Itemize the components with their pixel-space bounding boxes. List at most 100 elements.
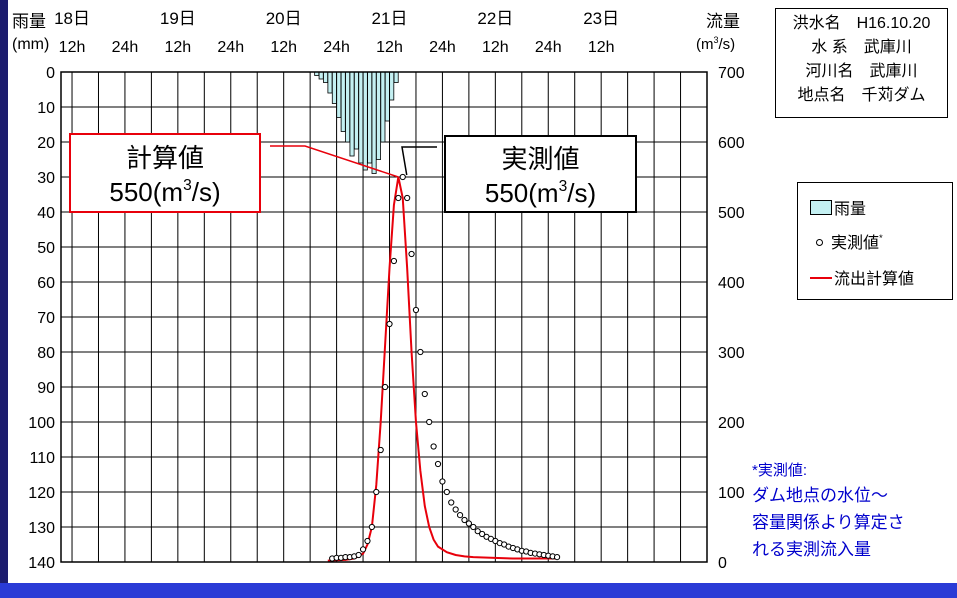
flow-tick-label: 400 <box>718 275 745 292</box>
observed-point <box>421 390 428 398</box>
info-box: 洪水名 H16.10.20 水 系 武庫川 河川名 武庫川 地点名 千苅ダム <box>775 8 948 118</box>
right-axis-unit: (m3/s) <box>696 34 736 53</box>
rain-tick-label: 120 <box>28 485 55 502</box>
day-label: 18日 <box>54 9 90 28</box>
rain-tick-label: 30 <box>37 170 55 187</box>
rain-bar <box>375 71 381 160</box>
hour-label: 12h <box>270 39 297 56</box>
observed-point <box>390 257 398 265</box>
observed-point <box>430 443 437 450</box>
rain-bar <box>318 71 324 80</box>
rain-tick-label: 50 <box>37 240 55 257</box>
legend-item-calc: 流出計算値 <box>810 265 914 289</box>
observed-point <box>456 512 464 519</box>
legend-calc-line <box>810 277 832 279</box>
hour-label: 24h <box>535 39 562 56</box>
left-edge-bar <box>0 0 8 598</box>
observed-point <box>412 306 420 314</box>
observed-point <box>452 506 459 513</box>
observed-point <box>470 523 477 531</box>
observed-point <box>448 499 455 506</box>
info-river-system: 水 系 武庫川 <box>811 39 912 56</box>
callout-obs: 実測値 550(m3/s) <box>444 135 637 213</box>
observed-point <box>474 528 481 535</box>
legend-observed-label: 実測値 <box>831 235 880 252</box>
info-site-name: 地点名 千苅ダム <box>797 87 926 104</box>
day-label: 22日 <box>477 9 513 28</box>
info-flood-name: 洪水名 H16.10.20 <box>792 15 931 32</box>
flow-tick-label: 500 <box>718 205 745 222</box>
legend-rain-label: 雨量 <box>834 201 867 218</box>
hour-label: 12h <box>59 39 86 56</box>
right-axis-title: 流量 <box>706 12 740 31</box>
observed-point <box>382 383 389 391</box>
observed-point <box>355 551 362 559</box>
observed-point <box>395 194 402 202</box>
rain-tick-label: 20 <box>37 135 55 152</box>
rain-tick-label: 130 <box>28 520 55 537</box>
legend-calc-label: 流出計算値 <box>834 271 915 288</box>
rain-tick-label: 100 <box>28 415 55 432</box>
hour-label: 12h <box>376 39 403 56</box>
rain-tick-label: 10 <box>37 100 55 117</box>
rain-bar <box>389 71 395 101</box>
callout-calc-leader <box>270 145 399 178</box>
hour-label: 24h <box>323 39 350 56</box>
rain-bar <box>345 71 351 143</box>
rain-bar <box>336 71 342 118</box>
rain-tick-label: 60 <box>37 275 55 292</box>
observed-point <box>434 460 442 468</box>
note-line-4: れる実測流入量 <box>752 540 871 559</box>
observed-point <box>426 418 433 426</box>
rain-bar <box>340 71 346 132</box>
rain-bar <box>349 71 355 157</box>
calc-line <box>327 176 558 562</box>
legend-observed-asterisk: * <box>879 233 883 245</box>
rain-tick-label: 140 <box>28 555 55 572</box>
rain-bar <box>371 71 377 174</box>
observed-point <box>443 488 450 496</box>
legend: 雨量 実測値* 流出計算値 <box>797 182 953 300</box>
note-line-2: ダム地点の水位～ <box>752 486 888 505</box>
rain-tick-label: 70 <box>37 310 55 327</box>
day-label: 20日 <box>266 9 302 28</box>
flow-tick-label: 100 <box>718 485 745 502</box>
rain-bar <box>358 71 364 164</box>
legend-observed-marker <box>816 239 823 246</box>
legend-item-observed: 実測値* <box>810 229 883 253</box>
observed-point <box>377 446 384 454</box>
day-label: 21日 <box>372 9 408 28</box>
rain-bar <box>380 71 386 143</box>
flow-tick-label: 600 <box>718 135 745 152</box>
hour-label: 12h <box>165 39 192 56</box>
legend-item-rain: 雨量 <box>810 195 866 219</box>
hour-label: 24h <box>112 39 139 56</box>
day-label: 23日 <box>583 9 619 28</box>
note: *実測値: ダム地点の水位～ 容量関係より算定さ れる実測流入量 <box>752 457 905 563</box>
hour-label: 24h <box>429 39 456 56</box>
rain-tick-label: 110 <box>29 450 55 467</box>
observed-point <box>479 530 486 538</box>
observed-point <box>408 250 415 258</box>
observed-point <box>386 320 393 328</box>
rain-tick-label: 80 <box>37 345 55 362</box>
legend-rain-swatch <box>810 200 832 215</box>
day-label: 19日 <box>160 9 196 28</box>
observed-point <box>461 516 468 524</box>
callout-calc-value: 550(m3/s) <box>109 177 221 207</box>
rain-bar <box>384 71 390 122</box>
rain-tick-label: 90 <box>37 380 55 397</box>
observed-point <box>404 194 411 202</box>
info-river-name: 河川名 武庫川 <box>805 63 918 80</box>
rain-bar <box>331 71 337 104</box>
rain-tick-label: 40 <box>37 205 55 222</box>
observed-point <box>368 523 375 531</box>
flow-tick-label: 0 <box>718 555 727 572</box>
left-axis-unit: (mm) <box>12 36 50 53</box>
plot-frame <box>60 71 708 563</box>
rain-bar <box>353 71 359 150</box>
flow-tick-label: 300 <box>718 345 745 362</box>
observed-point <box>553 554 561 561</box>
